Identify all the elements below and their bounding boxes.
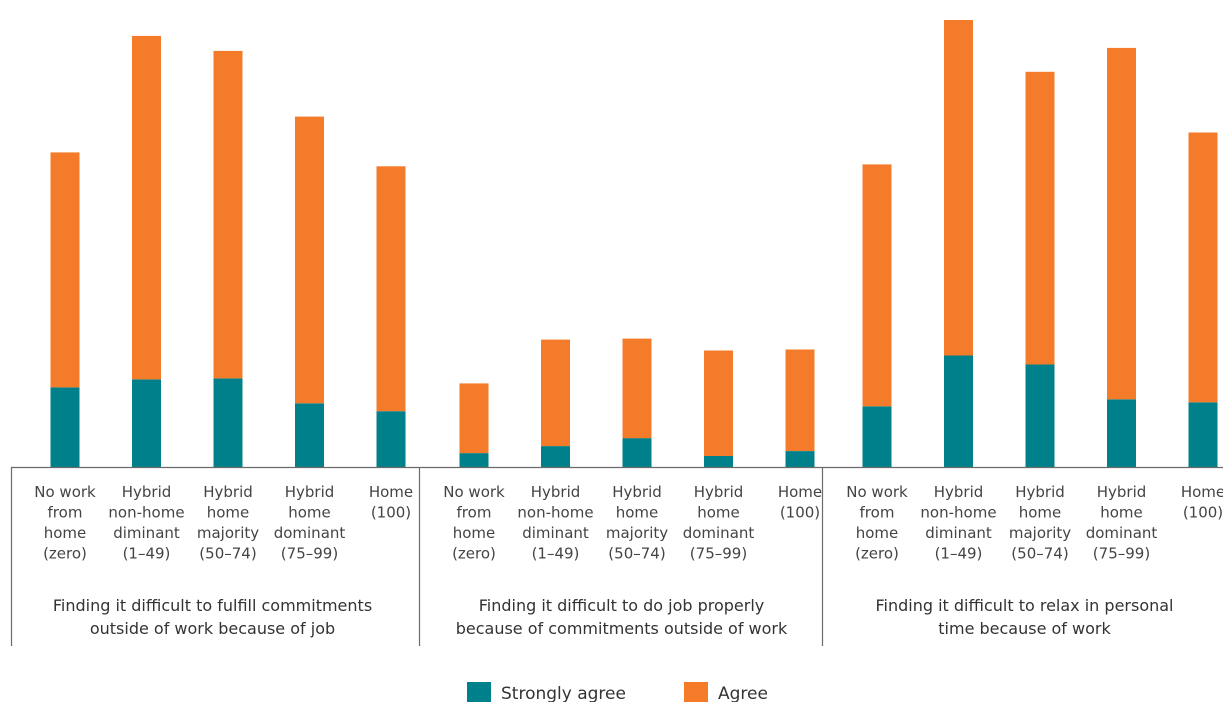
category-label-line: home [697, 504, 740, 522]
category-label-line: home [616, 504, 659, 522]
bar-strongly-agree-g1-c4 [295, 403, 324, 467]
bar-agree-g2-c4 [704, 350, 733, 456]
category-label-line: diminant [522, 524, 589, 542]
bar-strongly-agree-g3-c5 [1188, 402, 1218, 467]
category-label-line: Hybrid [285, 483, 335, 501]
category-label-line: (1–49) [532, 545, 580, 563]
category-label-line: diminant [925, 524, 992, 542]
category-label-line: (50–74) [608, 545, 665, 563]
category-label-line: (50–74) [1011, 545, 1068, 563]
legend-label-agree: Agree [718, 684, 768, 702]
bar-agree-g2-c5 [785, 349, 815, 451]
category-label-line: (1–49) [935, 545, 983, 563]
category-label-line: (100) [371, 504, 411, 522]
bar-agree-g2-c1 [459, 383, 489, 454]
category-label-line: Hybrid [694, 483, 744, 501]
bar-agree-g2-c2 [541, 339, 570, 447]
category-label-line: (75–99) [690, 545, 747, 563]
category-label-line: non-home [517, 504, 593, 522]
category-label-line: Home [1181, 483, 1223, 501]
bar-strongly-agree-g2-c3 [622, 438, 652, 467]
category-label-line: majority [606, 524, 668, 542]
category-label-line: home [1100, 504, 1143, 522]
bar-strongly-agree-g2-c5 [785, 451, 815, 467]
category-label-line: Hybrid [1015, 483, 1065, 501]
group-label-line: outside of work because of job [90, 619, 335, 638]
bar-agree-g1-c4 [295, 116, 324, 404]
bar-strongly-agree-g1-c2 [132, 379, 161, 467]
category-label-line: No work [846, 483, 908, 501]
category-label-line: diminant [113, 524, 180, 542]
category-label-line: Hybrid [122, 483, 172, 501]
legend-swatch-agree [684, 682, 708, 702]
category-label-line: non-home [920, 504, 996, 522]
bar-agree-g1-c5 [376, 166, 406, 412]
bar-strongly-agree-g2-c4 [704, 456, 733, 467]
bar-strongly-agree-g3-c1 [862, 406, 892, 467]
category-label-line: home [453, 524, 496, 542]
bar-strongly-agree-g1-c5 [376, 411, 406, 467]
category-label-line: Hybrid [203, 483, 253, 501]
category-label-line: majority [197, 524, 259, 542]
bar-strongly-agree-g3-c3 [1025, 364, 1055, 467]
category-label-line: No work [34, 483, 96, 501]
bar-strongly-agree-g2-c1 [459, 453, 489, 467]
legend-label-strongly-agree: Strongly agree [501, 684, 626, 702]
category-label-line: (zero) [452, 545, 496, 563]
bar-agree-g3-c1 [862, 164, 892, 407]
bar-agree-g3-c2 [944, 20, 973, 356]
bar-agree-g1-c3 [213, 50, 243, 379]
category-label-line: Hybrid [531, 483, 581, 501]
category-label-line: Home [369, 483, 413, 501]
category-label-line: home [288, 504, 331, 522]
category-label-line: (75–99) [281, 545, 338, 563]
category-label-line: dominant [683, 524, 755, 542]
category-label-line: home [44, 524, 87, 542]
category-label-line: (1–49) [123, 545, 171, 563]
category-label-line: (50–74) [199, 545, 256, 563]
group-label-line: Finding it difficult to do job properly [479, 596, 765, 615]
bar-strongly-agree-g2-c2 [541, 446, 570, 467]
category-label-line: from [860, 504, 895, 522]
bar-agree-g1-c2 [132, 35, 161, 380]
category-label-line: dominant [1086, 524, 1158, 542]
category-label-line: Hybrid [934, 483, 984, 501]
category-label-line: home [207, 504, 250, 522]
group-label-line: because of commitments outside of work [456, 619, 788, 638]
bar-strongly-agree-g3-c4 [1107, 399, 1136, 467]
bar-strongly-agree-g1-c3 [213, 378, 243, 467]
category-label-line: No work [443, 483, 505, 501]
category-label-line: Hybrid [1097, 483, 1147, 501]
category-label-line: non-home [108, 504, 184, 522]
category-label-line: (100) [780, 504, 820, 522]
category-label-line: home [1019, 504, 1062, 522]
bar-agree-g1-c1 [50, 152, 80, 388]
category-label-line: Home [778, 483, 822, 501]
category-label-line: Hybrid [612, 483, 662, 501]
group-label-line: time because of work [938, 619, 1111, 638]
bar-strongly-agree-g3-c2 [944, 355, 973, 467]
category-label-line: (zero) [855, 545, 899, 563]
group-label-line: Finding it difficult to relax in persona… [875, 596, 1173, 615]
category-label-line: majority [1009, 524, 1071, 542]
category-label-line: home [856, 524, 899, 542]
group-label-line: Finding it difficult to fulfill commitme… [53, 596, 372, 615]
category-label-line: dominant [274, 524, 346, 542]
bar-agree-g3-c3 [1025, 71, 1055, 365]
category-label-line: from [457, 504, 492, 522]
category-label-line: (100) [1183, 504, 1223, 522]
legend-swatch-strongly-agree [467, 682, 491, 702]
category-label-line: (75–99) [1093, 545, 1150, 563]
category-label-line: from [48, 504, 83, 522]
bar-strongly-agree-g1-c1 [50, 387, 80, 467]
bar-agree-g3-c5 [1188, 132, 1218, 403]
category-label-line: (zero) [43, 545, 87, 563]
bar-agree-g3-c4 [1107, 47, 1136, 400]
bar-agree-g2-c3 [622, 338, 652, 439]
